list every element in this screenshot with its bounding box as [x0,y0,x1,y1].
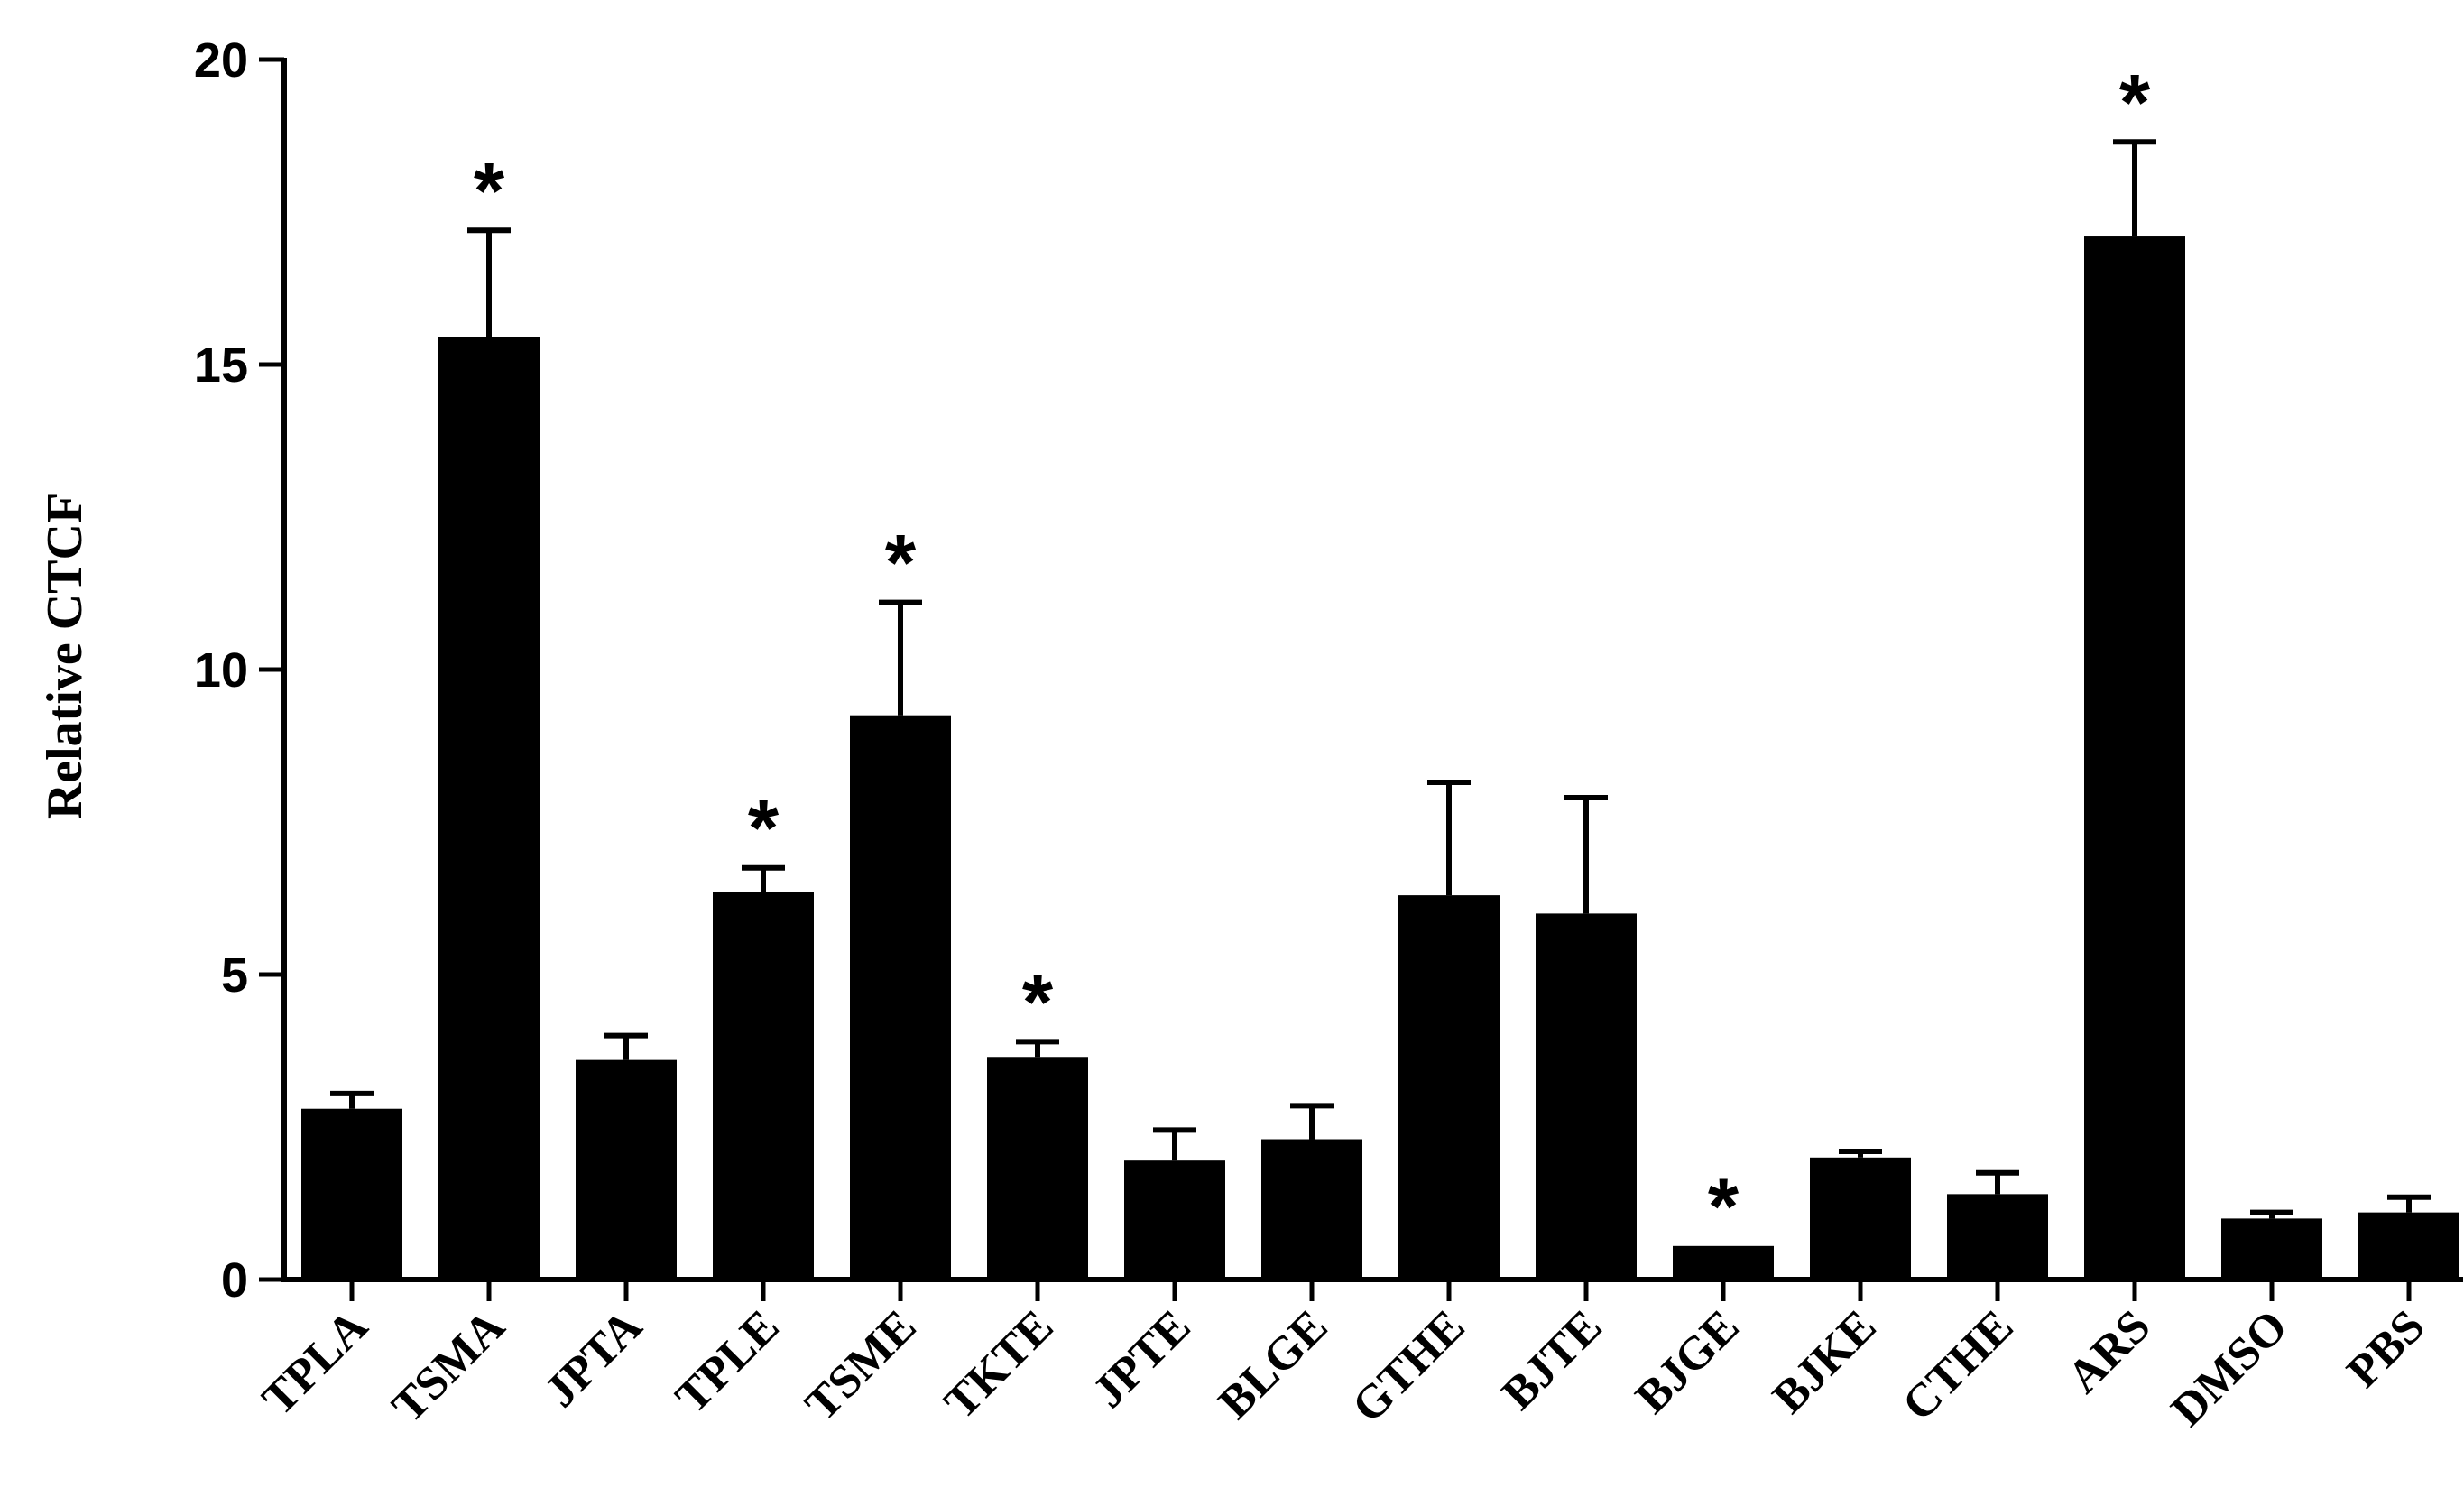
x-tick-label: BJGE [1626,1300,1749,1423]
bar [713,892,814,1280]
bar [1947,1194,2048,1280]
x-tick-label: TPLA [253,1300,378,1426]
x-tick-label: TKTE [935,1300,1063,1428]
x-tick-label: BJTE [1492,1300,1611,1419]
axes [259,57,2463,1301]
bar [576,1059,677,1280]
y-tick-label: 20 [194,33,248,88]
bar [987,1057,1088,1280]
x-tick-label: CTHE [1893,1300,2024,1431]
bar [1261,1139,1362,1280]
bar [1398,895,1500,1280]
significance-star: * [474,145,505,235]
bar [2221,1218,2322,1280]
y-axis-title: Relative CTCF [37,493,93,819]
bar [1536,913,1637,1280]
significance-markers: * * * * * * [474,57,2151,1251]
x-tick-label: BLGE [1209,1300,1337,1428]
x-tick-label: DMSO [2162,1300,2298,1437]
bar [1124,1160,1225,1280]
y-tick-label: 5 [221,948,248,1003]
x-tick-label: TPLE [666,1300,789,1423]
bar [2358,1212,2459,1280]
significance-star: * [748,783,780,873]
significance-star: * [885,518,917,607]
x-tick-label: BJKE [1763,1300,1886,1423]
bar [1673,1245,1774,1280]
significance-star: * [1708,1161,1740,1251]
error-bars [330,139,2431,1219]
bar [2084,236,2185,1280]
y-tick-label: 10 [194,643,248,698]
significance-star: * [1022,956,1054,1046]
x-tick-label: ARS [2058,1300,2161,1403]
x-tick-label: PBS [2338,1300,2435,1398]
bars [301,236,2459,1280]
x-tick-label: GTHE [1343,1300,1475,1433]
x-tick-label: TSMA [383,1300,515,1433]
significance-star: * [2119,57,2151,146]
bar [850,715,951,1280]
bar [1810,1157,1911,1280]
x-tick-label: JPTE [1083,1300,1200,1418]
bar [438,337,540,1280]
bar [301,1108,402,1280]
y-tick-label: 0 [221,1253,248,1308]
x-tick-label: TSME [796,1300,927,1431]
x-tick-label: JPTA [535,1300,652,1418]
y-tick-label: 15 [194,338,248,393]
